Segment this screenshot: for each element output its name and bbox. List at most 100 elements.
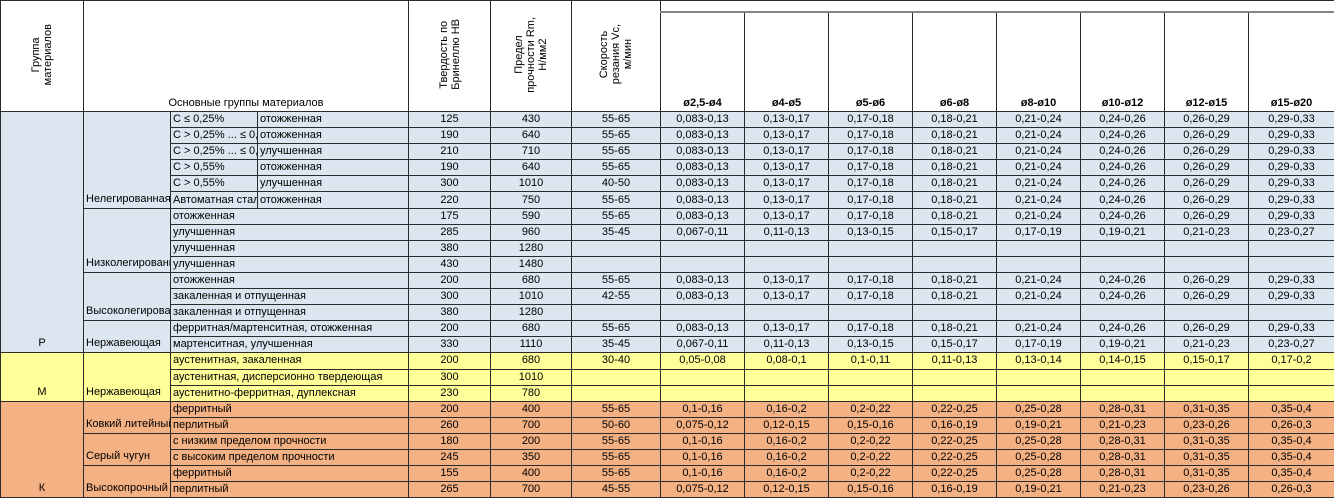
cell-feed-range: 0,23-0,26 xyxy=(1164,416,1249,434)
cell-treatment-state: отожженная xyxy=(257,159,409,177)
cell-feed-range: 0,28-0,31 xyxy=(1080,432,1165,450)
cell-cutting-speed-vc: 55-65 xyxy=(571,207,661,225)
cell-feed-range: 0,21-0,23 xyxy=(1164,223,1249,241)
cell-hardness-hb: 300 xyxy=(408,288,491,306)
cell-feed-range: 0,083-0,13 xyxy=(660,207,745,225)
cell-cutting-speed-vc xyxy=(571,255,661,273)
cell-hardness-hb: 265 xyxy=(408,481,491,499)
cell-feed-range: 0,21-0,23 xyxy=(1164,336,1249,354)
header-diameter-2: ø4-ø5 xyxy=(744,11,829,112)
cell-feed-range xyxy=(828,368,913,386)
cell-feed-range xyxy=(1248,304,1334,322)
cell-feed-range: 0,18-0,21 xyxy=(912,207,997,225)
table-row: Высокопрочный ферритный 155 400 55-65 0,1-0,1… xyxy=(1,465,1334,499)
cell-feed-range xyxy=(660,384,745,402)
cell-material-family: Низколегированная xyxy=(83,207,171,273)
cell-feed-range: 0,075-0,12 xyxy=(660,481,745,499)
cell-feed-range xyxy=(1164,368,1249,386)
cell-feed-range xyxy=(1080,368,1165,386)
cell-feed-range: 0,19-0,21 xyxy=(1080,223,1165,241)
cell-treatment-state: аустенитная, закаленная xyxy=(170,352,409,370)
cell-strength-rm: 680 xyxy=(490,352,572,370)
table-header: Группа материалов Основные группы матери… xyxy=(0,0,1334,112)
cell-hardness-hb: 190 xyxy=(408,127,491,145)
cell-cutting-speed-vc: 55-65 xyxy=(571,110,661,129)
cell-feed-range: 0,16-0,19 xyxy=(912,481,997,499)
cell-treatment-state: ферритный xyxy=(170,465,409,483)
cell-feed-range: 0,083-0,13 xyxy=(660,175,745,193)
cell-hardness-hb: 210 xyxy=(408,143,491,161)
cell-strength-rm: 680 xyxy=(490,271,572,290)
cell-feed-range: 0,13-0,17 xyxy=(744,207,829,225)
cell-feed-range: 0,18-0,21 xyxy=(912,320,997,338)
cell-feed-range: 0,2-0,22 xyxy=(828,432,913,450)
cell-cutting-speed-vc xyxy=(571,239,661,257)
cell-feed-range xyxy=(1248,255,1334,273)
cell-feed-range: 0,083-0,13 xyxy=(660,288,745,306)
cell-feed-range: 0,11-0,13 xyxy=(744,336,829,354)
cell-treatment-state: ферритная/мартенситная, отожженная xyxy=(170,320,409,338)
cell-material-family: Высокопрочный xyxy=(83,465,171,499)
cell-material-family: Высоколегированная xyxy=(83,271,171,322)
cell-strength-rm: 780 xyxy=(490,384,572,402)
cell-treatment-state: аустенитно-ферритная, дуплексная xyxy=(170,384,409,402)
cell-feed-range xyxy=(1164,304,1249,322)
cell-feed-range xyxy=(744,304,829,322)
cell-feed-range: 0,08-0,1 xyxy=(744,352,829,370)
cell-feed-range: 0,15-0,16 xyxy=(828,416,913,434)
header-diameter-3: ø5-ø6 xyxy=(828,11,913,112)
cell-feed-range xyxy=(996,304,1081,322)
cell-feed-range: 0,075-0,12 xyxy=(660,416,745,434)
cell-feed-range: 0,18-0,21 xyxy=(912,127,997,145)
cell-feed-range: 0,21-0,24 xyxy=(996,127,1081,145)
cell-feed-range: 0,24-0,26 xyxy=(1080,110,1165,129)
cell-feed-range: 0,23-0,27 xyxy=(1248,223,1334,241)
cell-feed-range: 0,31-0,35 xyxy=(1164,400,1249,418)
cell-feed-range: 0,24-0,26 xyxy=(1080,288,1165,306)
cell-treatment-state: улучшенная xyxy=(170,255,409,273)
cell-feed-range: 0,083-0,13 xyxy=(660,271,745,290)
cell-strength-rm: 750 xyxy=(490,191,572,209)
cell-feed-range xyxy=(1248,384,1334,402)
cell-cutting-speed-vc: 55-65 xyxy=(571,127,661,145)
cell-feed-range: 0,1-0,11 xyxy=(828,352,913,370)
table-row: C > 0,55% улучшенная 300 1010 40-50 0,083-0,1… xyxy=(1,175,1334,193)
cell-feed-range: 0,29-0,33 xyxy=(1248,288,1334,306)
table-row: Низколегированнаяотожженная17559055-650,… xyxy=(1,207,1334,273)
cell-cutting-speed-vc: 55-65 xyxy=(571,143,661,161)
cell-feed-range xyxy=(828,384,913,402)
cell-cutting-speed-vc: 55-65 xyxy=(571,159,661,177)
cell-feed-range: 0,2-0,22 xyxy=(828,400,913,418)
header-cutting-speed-label: Скорость резания Vc, м/мин xyxy=(598,24,634,85)
cell-feed-range: 0,18-0,21 xyxy=(912,110,997,129)
cell-feed-range: 0,26-0,29 xyxy=(1164,191,1249,209)
cell-feed-range: 0,067-0,11 xyxy=(660,223,745,241)
cell-feed-range xyxy=(912,304,997,322)
cell-feed-range: 0,22-0,25 xyxy=(912,465,997,483)
cell-feed-range: 0,1-0,16 xyxy=(660,400,745,418)
cell-feed-range: 0,083-0,13 xyxy=(660,159,745,177)
cell-feed-range: 0,067-0,11 xyxy=(660,336,745,354)
table-row: К Ковкий литейный ферритный 200 400 55-65 0,1-… xyxy=(0,400,1334,499)
cell-cutting-speed-vc: 40-50 xyxy=(571,175,661,193)
cell-strength-rm: 680 xyxy=(490,320,572,338)
cell-feed-range: 0,29-0,33 xyxy=(1248,159,1334,177)
cell-hardness-hb: 430 xyxy=(408,255,491,273)
cell-strength-rm: 700 xyxy=(490,481,572,499)
cell-treatment-state: закаленная и отпущенная xyxy=(170,304,409,322)
cell-material-family: Нержавеющая xyxy=(83,352,171,402)
cell-strength-rm: 1010 xyxy=(490,288,572,306)
cell-feed-range: 0,26-0,29 xyxy=(1164,127,1249,145)
cell-hardness-hb: 300 xyxy=(408,368,491,386)
cell-treatment-state: улучшенная xyxy=(170,239,409,257)
cell-feed-range: 0,13-0,17 xyxy=(744,159,829,177)
cell-feed-range: 0,26-0,29 xyxy=(1164,320,1249,338)
cell-strength-rm: 430 xyxy=(490,110,572,129)
table-row: улучшенная 380 1280 xyxy=(1,239,1334,257)
cell-hardness-hb: 245 xyxy=(408,448,491,467)
cell-feed-range: 0,29-0,33 xyxy=(1248,271,1334,290)
cell-material-family: Серый чугун xyxy=(83,432,171,467)
cell-feed-range: 0,25-0,28 xyxy=(996,465,1081,483)
cell-feed-range: 0,28-0,31 xyxy=(1080,448,1165,467)
